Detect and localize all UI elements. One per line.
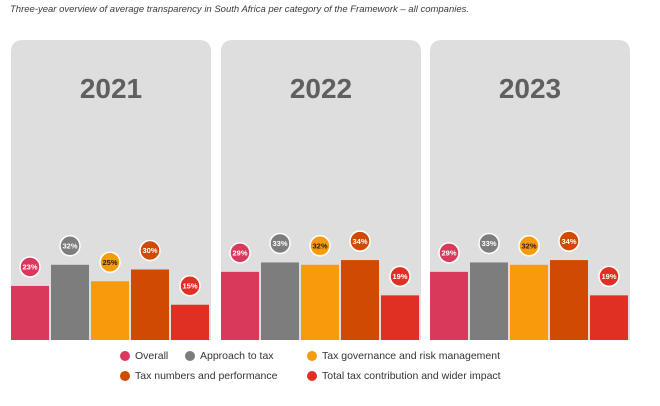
data-label: 33%	[272, 239, 287, 248]
data-label: 15%	[182, 281, 197, 290]
bar	[590, 295, 628, 340]
data-label-bubble	[179, 275, 201, 297]
data-label-bubble	[99, 251, 121, 273]
data-label-bubble	[438, 242, 460, 264]
legend: Overall Approach to tax Tax governance a…	[0, 344, 660, 394]
data-label-bubble	[269, 232, 291, 255]
year-label: 2023	[499, 73, 561, 104]
data-label: 23%	[22, 263, 37, 272]
bar	[11, 285, 49, 340]
data-label-bubble	[518, 235, 540, 257]
bar	[261, 262, 299, 340]
data-label: 19%	[601, 272, 616, 281]
data-label: 34%	[561, 237, 576, 246]
legend-dot	[307, 371, 317, 381]
legend-item-tax-numbers: Tax numbers and performance	[120, 370, 277, 382]
bar	[430, 271, 468, 340]
data-label: 32%	[62, 242, 77, 251]
data-label-bubble	[19, 256, 41, 278]
legend-label: Approach to tax	[200, 350, 274, 362]
data-label-bubble	[229, 242, 251, 264]
bar	[91, 281, 129, 340]
year-label: 2022	[290, 73, 352, 104]
legend-dot	[307, 351, 317, 361]
bar	[341, 260, 379, 340]
data-label-bubble	[389, 265, 411, 288]
data-label: 32%	[312, 242, 327, 251]
data-label: 29%	[232, 249, 247, 258]
legend-label: Tax governance and risk management	[322, 350, 501, 362]
legend-item-approach-to-tax: Approach to tax	[185, 350, 274, 362]
data-label-bubble	[558, 230, 580, 252]
bar	[550, 260, 588, 340]
data-label: 29%	[441, 249, 456, 258]
year-label: 2021	[80, 73, 142, 104]
data-label-bubble	[59, 235, 81, 257]
legend-dot	[185, 351, 195, 361]
bar	[131, 269, 169, 340]
data-label-bubble	[309, 235, 331, 257]
legend-label: Total tax contribution and wider impact	[322, 370, 501, 382]
legend-item-tax-governance: Tax governance and risk management	[307, 350, 500, 362]
bar	[510, 264, 548, 340]
data-label-bubble	[139, 239, 161, 262]
bar	[470, 262, 508, 340]
legend-dot	[120, 351, 130, 361]
data-label-bubble	[349, 230, 371, 252]
data-label: 32%	[521, 242, 536, 251]
bar	[171, 304, 209, 340]
data-label: 33%	[481, 239, 496, 248]
chart-subtitle: Three-year overview of average transpare…	[10, 4, 470, 15]
legend-item-total-tax-contribution: Total tax contribution and wider impact	[307, 370, 501, 382]
data-label: 30%	[142, 246, 157, 255]
data-label: 34%	[352, 237, 367, 246]
bar	[381, 295, 419, 340]
legend-item-overall: Overall	[120, 350, 168, 362]
legend-label: Tax numbers and performance	[135, 370, 278, 382]
legend-label: Overall	[135, 350, 169, 362]
data-label: 19%	[392, 272, 407, 281]
data-label: 25%	[102, 258, 117, 267]
chart-area: 2021 23% 32% 25% 30% 15% 2022 29% 33% 32% 34% 19% 20…	[11, 40, 630, 340]
legend-dot	[120, 371, 130, 381]
data-label-bubble	[598, 265, 620, 288]
data-label-bubble	[478, 232, 500, 255]
bar	[51, 264, 89, 340]
bar	[301, 264, 339, 340]
bar	[221, 271, 259, 340]
